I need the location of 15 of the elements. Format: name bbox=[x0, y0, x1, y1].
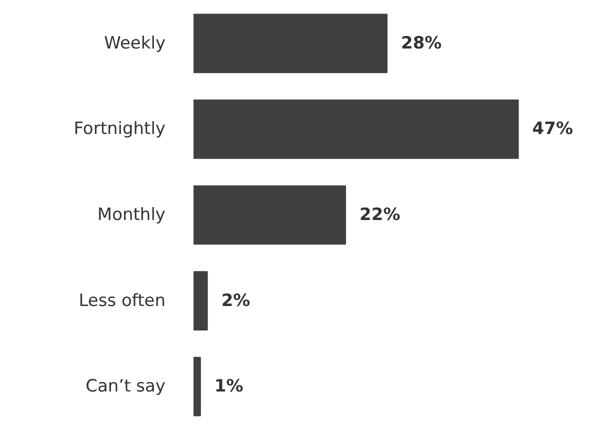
y-tick-label: Can’t say bbox=[86, 376, 166, 397]
y-tick-label: Fortnightly bbox=[74, 119, 166, 140]
y-tick-label: Weekly bbox=[104, 33, 166, 54]
bar bbox=[194, 100, 519, 159]
data-label: 28% bbox=[401, 33, 442, 54]
y-tick-label: Monthly bbox=[97, 205, 166, 225]
bar bbox=[194, 271, 208, 330]
bar bbox=[194, 356, 201, 416]
data-label: 22% bbox=[360, 205, 400, 225]
bar bbox=[194, 185, 346, 245]
data-label: 1% bbox=[214, 376, 244, 397]
data-label: 2% bbox=[221, 290, 250, 311]
bar bbox=[194, 14, 388, 74]
data-label: 47% bbox=[532, 119, 574, 140]
y-tick-label: Less often bbox=[78, 290, 166, 311]
